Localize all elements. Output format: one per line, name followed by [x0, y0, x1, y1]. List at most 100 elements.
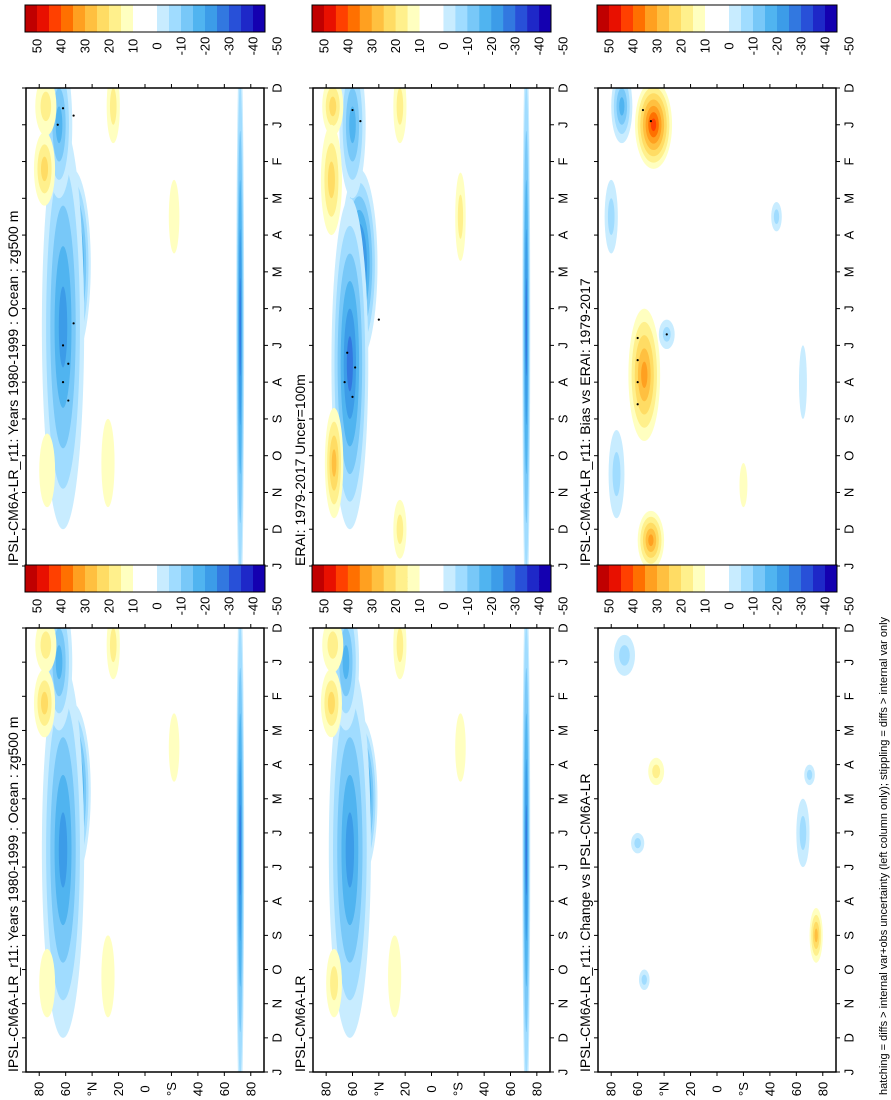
colorbar-swatch [813, 565, 826, 592]
heatmap-field [33, 88, 245, 566]
x-tick-label: J [270, 830, 285, 837]
colorbar-swatch [443, 5, 456, 32]
colorbar-tick-label: -10 [746, 37, 761, 56]
x-tick-label: N [270, 999, 285, 1008]
heatmap-cell [239, 277, 241, 377]
colorbar-swatch [371, 565, 384, 592]
colorbar: 50 40 30 20 10 0 -10 -20 -30 -40 -50 [311, 4, 570, 55]
x-tick-label: A [556, 377, 571, 386]
x-tick-label: M [270, 266, 285, 277]
colorbar-swatch [49, 5, 62, 32]
colorbar-tick-label: 10 [126, 599, 141, 613]
colorbar-swatch [395, 5, 408, 32]
colorbar-tick-label: -50 [270, 597, 285, 616]
colorbar-tick-label: 20 [388, 599, 403, 613]
x-tick-label: J [270, 342, 285, 349]
colorbar-swatch [229, 565, 242, 592]
heatmap-cell [55, 106, 63, 144]
x-tick-label: O [556, 451, 571, 461]
colorbar-tick-label: 0 [150, 42, 165, 49]
colorbar-swatch [621, 565, 634, 592]
colorbar-tick-label: 30 [78, 39, 93, 53]
x-tick-label: J [842, 830, 857, 837]
y-tick-label: °N [85, 1082, 100, 1097]
x-tick-label: A [842, 760, 857, 769]
colorbar-swatch [61, 5, 74, 32]
colorbar-swatch [491, 565, 504, 592]
x-tick-label: J [842, 342, 857, 349]
colorbar-tick-label: 30 [650, 39, 665, 53]
x-tick-label: A [556, 760, 571, 769]
x-tick-label: M [270, 725, 285, 736]
x-tick-label: O [842, 451, 857, 461]
panel-1: DJFMAMJJASONDJ8060°N200°S406080IPSL-CM6A… [5, 83, 285, 590]
heatmap-cell [349, 106, 356, 144]
colorbar-tick-label: -10 [460, 597, 475, 616]
colorbar-swatch [669, 5, 682, 32]
heatmap-cell [168, 179, 180, 254]
stipple-dot [636, 336, 639, 340]
y-tick-label: 80 [815, 1082, 830, 1096]
stipple-dot [636, 403, 639, 406]
footnote: hatching = diffs > internal var+obs unce… [878, 616, 890, 1095]
y-tick-label: °N [371, 1082, 386, 1097]
x-tick-label: A [842, 230, 857, 239]
colorbar-swatch [443, 565, 456, 592]
colorbar-swatch [503, 565, 516, 592]
heatmap-cell [455, 713, 466, 782]
colorbar-tick-label: 50 [602, 599, 617, 613]
x-tick-label: M [842, 193, 857, 204]
x-tick-label: N [556, 488, 571, 497]
x-tick-label: M [556, 266, 571, 277]
heatmap-cell [40, 631, 52, 659]
x-tick-label: O [270, 451, 285, 461]
x-tick-label: J [270, 1069, 285, 1076]
colorbar-swatch [705, 565, 718, 592]
heatmap-cell [168, 713, 180, 782]
colorbar-tick-label: 20 [102, 39, 117, 53]
y-tick-label: 60 [217, 1082, 232, 1096]
colorbar-swatch [657, 5, 670, 32]
colorbar-frame [24, 564, 266, 593]
colorbar-tick-label: -50 [555, 597, 570, 616]
colorbar-swatch [693, 5, 706, 32]
x-tick-label: F [842, 158, 857, 166]
stipple-dot [343, 381, 346, 384]
colorbar-swatch [121, 5, 134, 32]
colorbar-swatch [133, 5, 146, 32]
heatmap-cell [40, 691, 49, 715]
x-tick-label: A [270, 230, 285, 239]
colorbar-tick-label: 10 [412, 599, 427, 613]
colorbar-swatch [597, 5, 610, 32]
y-tick-label: 80 [319, 1082, 334, 1096]
x-tick-label: S [556, 931, 571, 940]
colorbar-swatch [383, 565, 396, 592]
colorbar-swatch [681, 565, 694, 592]
heatmap-cell [58, 812, 68, 888]
x-tick-label: J [270, 122, 285, 128]
colorbar-tick-label: 50 [602, 39, 617, 53]
colorbar-swatch [789, 565, 802, 592]
heatmap-cell [652, 764, 661, 779]
colorbar-swatch [205, 5, 218, 32]
colorbar-swatch [753, 5, 766, 32]
x-tick-label: F [842, 692, 857, 700]
colorbar-tick-label: 40 [626, 599, 641, 613]
x-tick-label: A [556, 230, 571, 239]
heatmap-cell [345, 812, 355, 888]
colorbar-tick-label: 40 [54, 39, 69, 53]
x-tick-label: J [270, 864, 285, 871]
colorbar-tick-label: 0 [436, 602, 451, 609]
colorbar-swatch [133, 565, 146, 592]
colorbar-tick-label: 40 [340, 39, 355, 53]
colorbar-swatch [681, 5, 694, 32]
colorbar-swatch [753, 565, 766, 592]
x-tick-label: A [842, 377, 857, 386]
x-tick-label: A [842, 897, 857, 906]
stipple-dot [56, 123, 59, 126]
colorbar-swatch [181, 5, 194, 32]
stipple-dot [641, 108, 645, 112]
colorbar-swatch [97, 565, 110, 592]
colorbar-tick-label: 20 [674, 599, 689, 613]
x-tick-label: D [842, 1033, 857, 1042]
